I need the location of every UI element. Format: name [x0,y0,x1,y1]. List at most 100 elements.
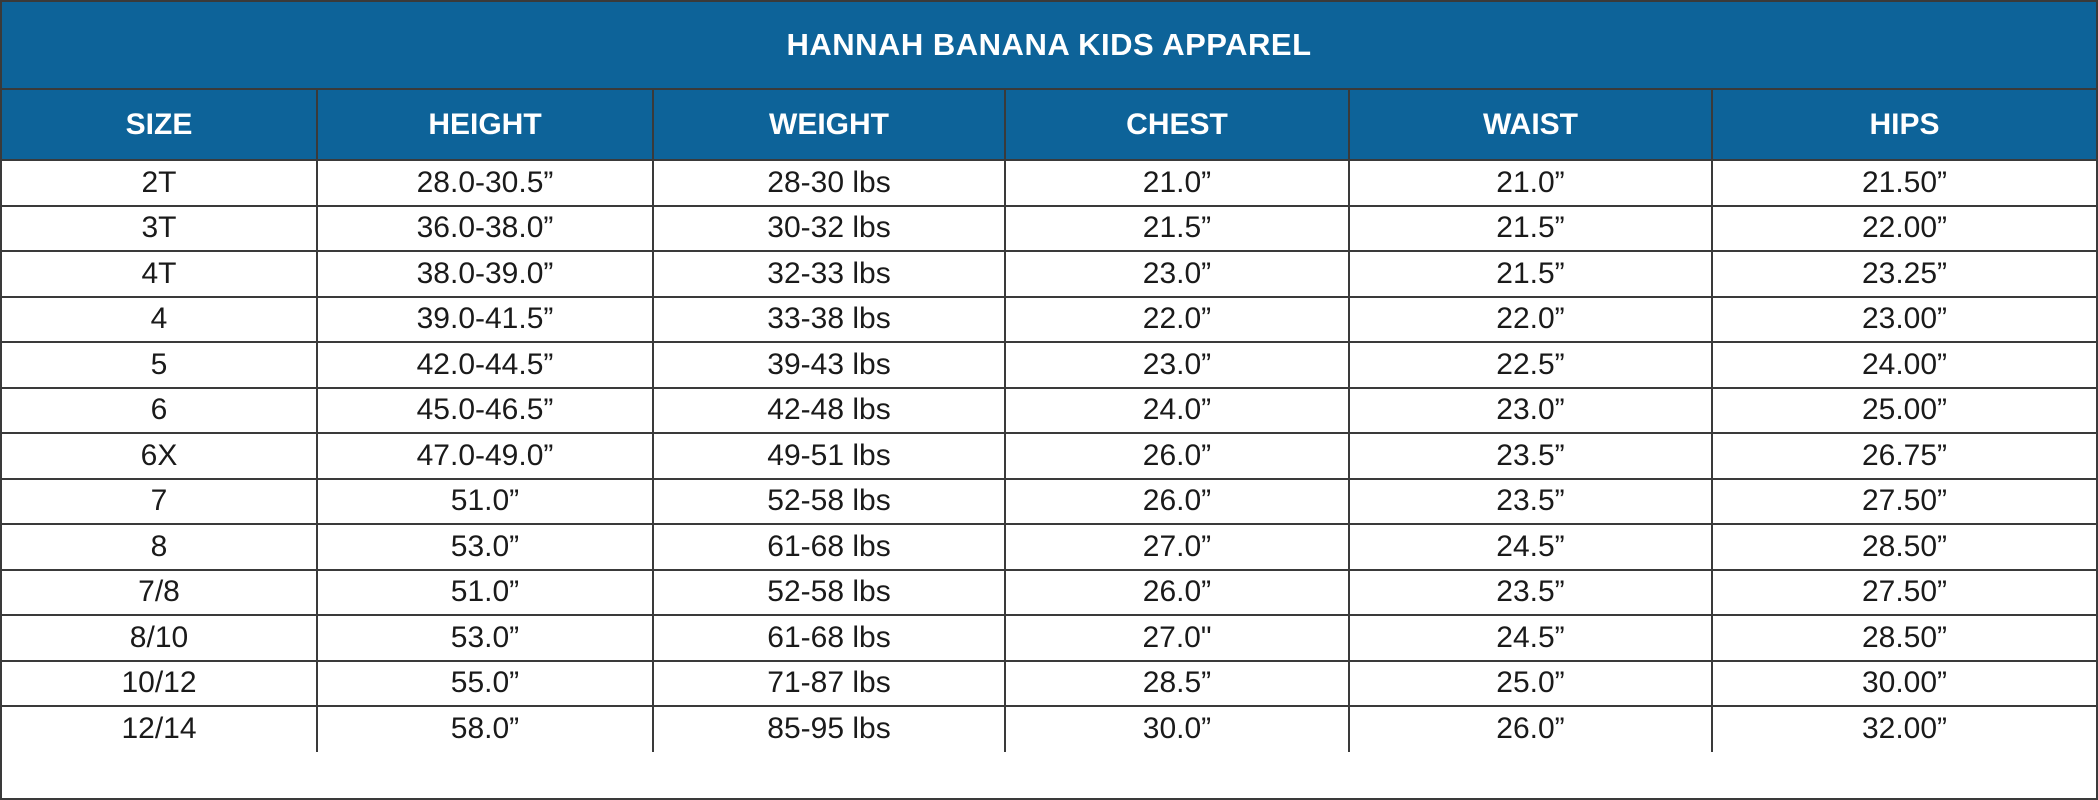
cell-size: 7/8 [2,568,318,616]
table-row: 8/10 53.0” 61-68 lbs 27.0" 24.5” 28.50” [2,614,2096,662]
table-row: 7/8 51.0” 52-58 lbs 26.0” 23.5” 27.50” [2,568,2096,616]
table-row: 3T 36.0-38.0” 30-32 lbs 21.5” 21.5” 22.00” [2,204,2096,252]
cell-height: 42.0-44.5” [316,341,654,389]
cell-chest: 27.0" [1004,614,1350,662]
table-row: 7 51.0” 52-58 lbs 26.0” 23.5” 27.50” [2,477,2096,525]
cell-size: 3T [2,204,318,252]
table-row: 6 45.0-46.5” 42-48 lbs 24.0” 23.0” 25.00” [2,386,2096,434]
cell-chest: 21.5” [1004,204,1350,252]
cell-size: 8/10 [2,614,318,662]
cell-waist: 21.0” [1348,159,1713,207]
cell-hips: 28.50” [1711,523,2096,571]
cell-size: 4T [2,250,318,298]
cell-hips: 24.00” [1711,341,2096,389]
cell-weight: 28-30 lbs [652,159,1006,207]
cell-chest: 26.0” [1004,568,1350,616]
cell-size: 2T [2,159,318,207]
cell-waist: 23.5” [1348,432,1713,480]
column-header-waist: WAIST [1348,90,1713,161]
cell-height: 58.0” [316,705,654,752]
cell-size: 8 [2,523,318,571]
cell-waist: 26.0” [1348,705,1713,752]
cell-waist: 23.0” [1348,386,1713,434]
cell-height: 51.0” [316,568,654,616]
cell-chest: 23.0” [1004,341,1350,389]
cell-hips: 25.00” [1711,386,2096,434]
cell-weight: 85-95 lbs [652,705,1006,752]
cell-waist: 22.5” [1348,341,1713,389]
table-row: 5 42.0-44.5” 39-43 lbs 23.0” 22.5” 24.00” [2,341,2096,389]
cell-chest: 22.0” [1004,295,1350,343]
table-row: 10/12 55.0” 71-87 lbs 28.5” 25.0” 30.00” [2,659,2096,707]
cell-chest: 26.0” [1004,432,1350,480]
table-row: 8 53.0” 61-68 lbs 27.0” 24.5” 28.50” [2,523,2096,571]
table-row: 4 39.0-41.5” 33-38 lbs 22.0” 22.0” 23.00” [2,295,2096,343]
cell-chest: 28.5” [1004,659,1350,707]
cell-weight: 52-58 lbs [652,568,1006,616]
cell-weight: 61-68 lbs [652,614,1006,662]
cell-size: 7 [2,477,318,525]
cell-chest: 21.0” [1004,159,1350,207]
cell-height: 38.0-39.0” [316,250,654,298]
cell-waist: 23.5” [1348,568,1713,616]
column-header-height: HEIGHT [316,90,654,161]
cell-size: 12/14 [2,705,318,752]
cell-height: 53.0” [316,523,654,571]
cell-height: 28.0-30.5” [316,159,654,207]
column-header-size: SIZE [2,90,318,161]
cell-chest: 26.0” [1004,477,1350,525]
cell-hips: 32.00” [1711,705,2096,752]
cell-hips: 30.00” [1711,659,2096,707]
cell-weight: 42-48 lbs [652,386,1006,434]
cell-hips: 21.50” [1711,159,2096,207]
cell-hips: 22.00” [1711,204,2096,252]
cell-height: 47.0-49.0” [316,432,654,480]
header-row: SIZE HEIGHT WEIGHT CHEST WAIST HIPS [2,90,2096,161]
cell-weight: 49-51 lbs [652,432,1006,480]
cell-hips: 28.50” [1711,614,2096,662]
cell-weight: 39-43 lbs [652,341,1006,389]
cell-waist: 22.0” [1348,295,1713,343]
cell-weight: 52-58 lbs [652,477,1006,525]
cell-chest: 30.0” [1004,705,1350,752]
cell-weight: 71-87 lbs [652,659,1006,707]
cell-waist: 24.5” [1348,523,1713,571]
cell-size: 4 [2,295,318,343]
cell-hips: 27.50” [1711,477,2096,525]
cell-size: 6X [2,432,318,480]
cell-height: 53.0” [316,614,654,662]
column-header-hips: HIPS [1711,90,2096,161]
cell-height: 36.0-38.0” [316,204,654,252]
cell-weight: 32-33 lbs [652,250,1006,298]
cell-size: 10/12 [2,659,318,707]
cell-hips: 26.75” [1711,432,2096,480]
cell-size: 5 [2,341,318,389]
cell-waist: 24.5” [1348,614,1713,662]
cell-waist: 25.0” [1348,659,1713,707]
cell-chest: 24.0” [1004,386,1350,434]
table-row: 12/14 58.0” 85-95 lbs 30.0” 26.0” 32.00” [2,705,2096,752]
cell-chest: 23.0” [1004,250,1350,298]
cell-waist: 23.5” [1348,477,1713,525]
table-header: SIZE HEIGHT WEIGHT CHEST WAIST HIPS [2,90,2096,161]
cell-height: 55.0” [316,659,654,707]
cell-hips: 23.00” [1711,295,2096,343]
table-row: 4T 38.0-39.0” 32-33 lbs 23.0” 21.5” 23.25” [2,250,2096,298]
cell-hips: 23.25” [1711,250,2096,298]
cell-size: 6 [2,386,318,434]
chart-title: HANNAH BANANA KIDS APPAREL [2,2,2096,90]
cell-weight: 33-38 lbs [652,295,1006,343]
table-row: 2T 28.0-30.5” 28-30 lbs 21.0” 21.0” 21.50” [2,159,2096,207]
cell-height: 45.0-46.5” [316,386,654,434]
cell-weight: 30-32 lbs [652,204,1006,252]
cell-hips: 27.50” [1711,568,2096,616]
column-header-chest: CHEST [1004,90,1350,161]
cell-chest: 27.0” [1004,523,1350,571]
column-header-weight: WEIGHT [652,90,1006,161]
table-body: 2T 28.0-30.5” 28-30 lbs 21.0” 21.0” 21.50” 3T 3… [2,159,2096,752]
cell-weight: 61-68 lbs [652,523,1006,571]
cell-height: 51.0” [316,477,654,525]
size-table: SIZE HEIGHT WEIGHT CHEST WAIST HIPS 2T 28… [2,90,2096,752]
cell-height: 39.0-41.5” [316,295,654,343]
cell-waist: 21.5” [1348,250,1713,298]
